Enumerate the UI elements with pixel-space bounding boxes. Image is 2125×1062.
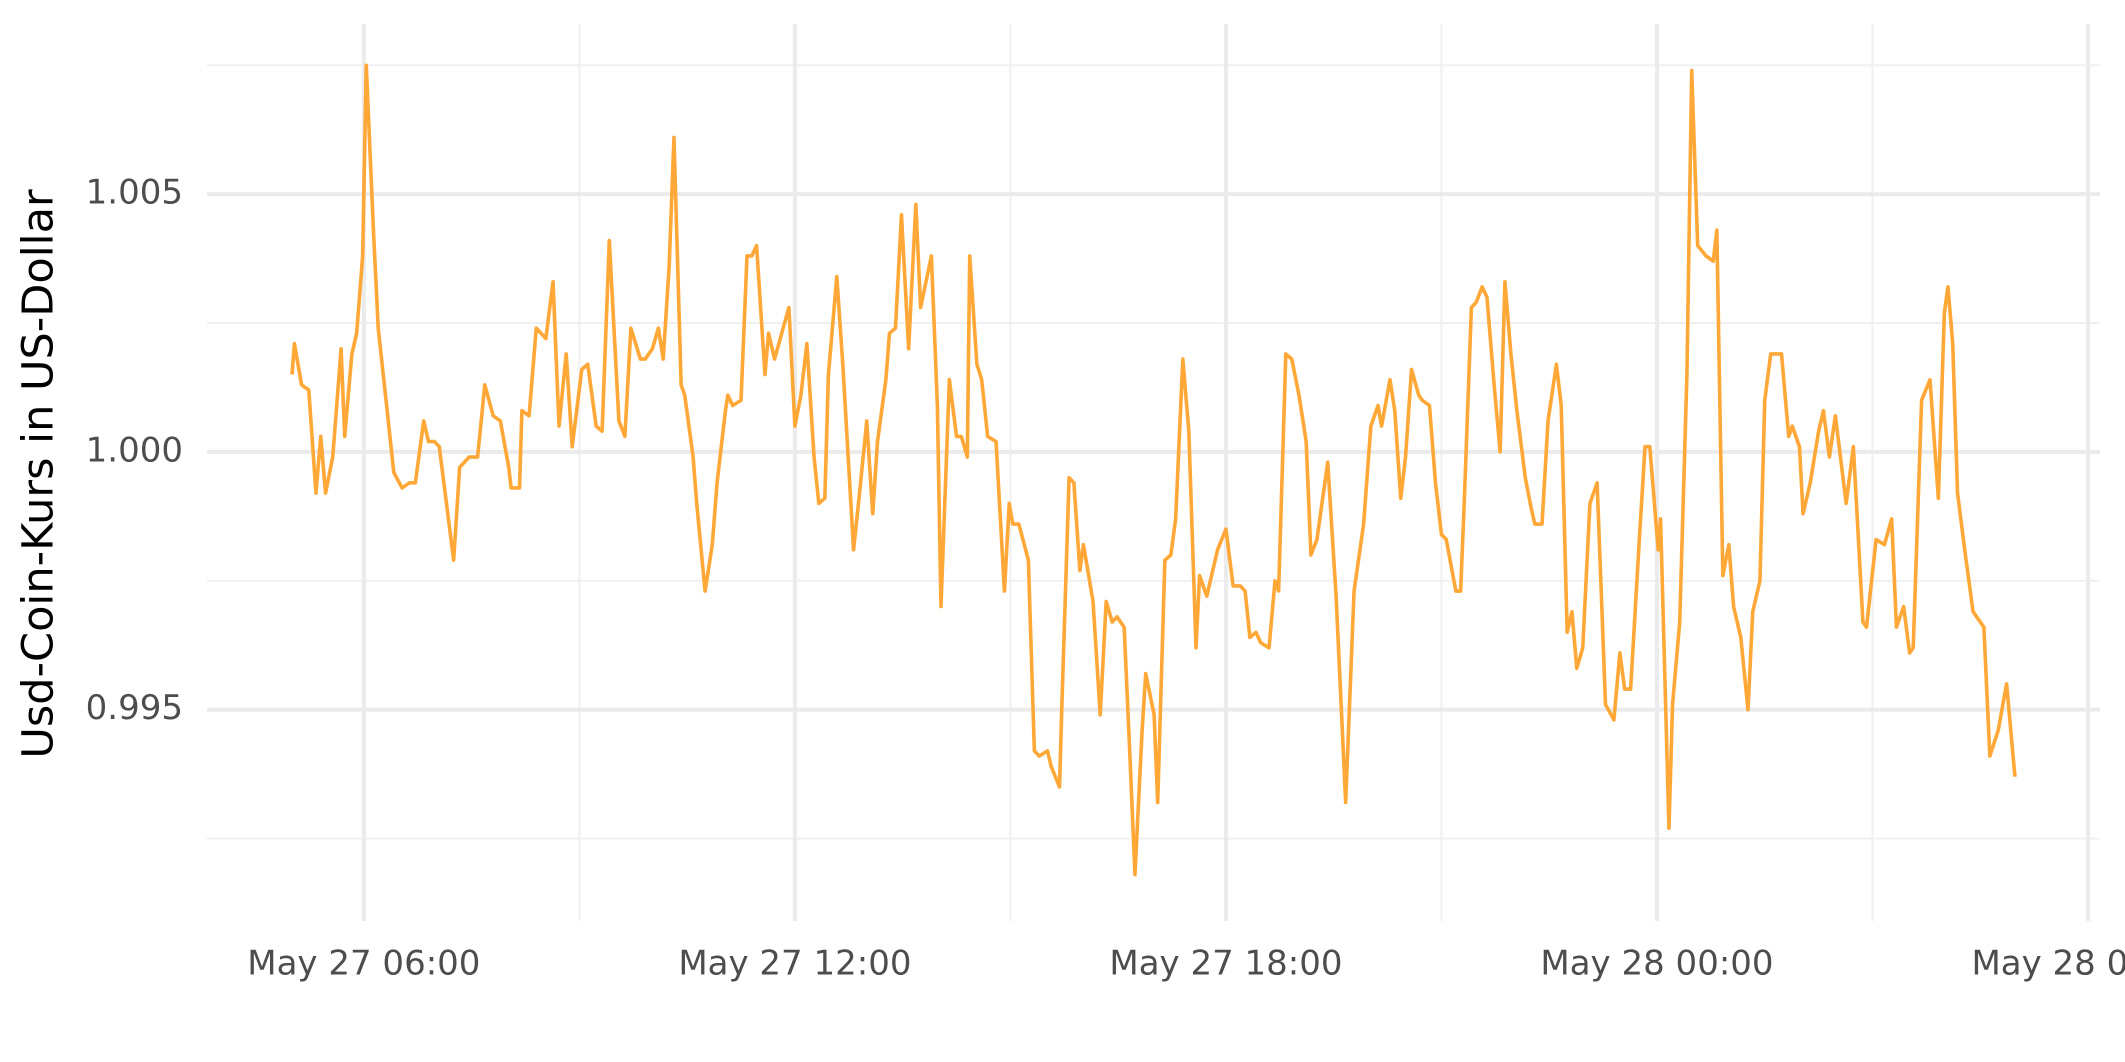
x-tick-label: May 27 06:00	[247, 944, 480, 984]
x-tick-label: May 28 00:00	[1540, 944, 1773, 984]
y-axis-title: Usd-Coin-Kurs in US-Dollar	[14, 189, 64, 759]
x-tick-label: May 27 12:00	[678, 944, 911, 984]
y-tick-label: 1.000	[86, 430, 183, 470]
y-tick-label: 0.995	[86, 688, 183, 728]
y-tick-label: 1.005	[86, 173, 183, 213]
x-tick-label: May 28 06:00	[1971, 944, 2125, 984]
price-line	[290, 63, 2017, 877]
x-tick-label: May 27 18:00	[1109, 944, 1342, 984]
